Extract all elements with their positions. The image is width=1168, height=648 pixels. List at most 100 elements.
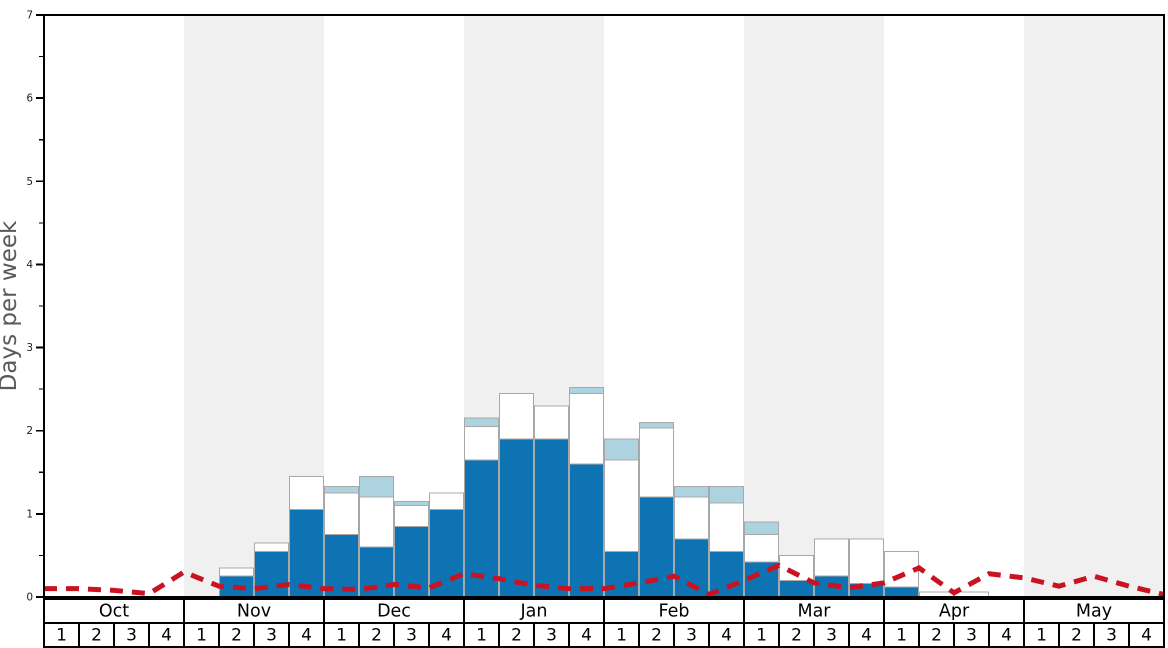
week-cell	[218, 622, 255, 648]
month-cell	[463, 598, 605, 624]
y-tick-label: 5	[26, 176, 33, 188]
month-band	[1024, 15, 1164, 597]
month-label: May	[1076, 602, 1112, 622]
week-number-label: 4	[581, 626, 592, 646]
bar-segment-dark-blue-days	[674, 538, 709, 598]
week-cell	[953, 622, 990, 648]
week-number-label: 3	[406, 626, 417, 646]
week-number-label: 3	[826, 626, 837, 646]
y-axis-title: Days per week	[0, 220, 22, 391]
week-number-label: 2	[791, 626, 802, 646]
week-number-label: 2	[931, 626, 942, 646]
bar-segment-white-days	[744, 534, 779, 563]
week-number-label: 1	[476, 626, 487, 646]
bar-segment-white-days	[219, 567, 254, 577]
bar-segment-white-days	[289, 475, 324, 511]
week-cell	[813, 622, 850, 648]
week-cell	[498, 622, 535, 648]
week-number-label: 1	[336, 626, 347, 646]
week-number-label: 3	[266, 626, 277, 646]
week-cell	[568, 622, 605, 648]
week-number-label: 4	[721, 626, 732, 646]
week-number-label: 4	[441, 626, 452, 646]
week-number-label: 4	[301, 626, 312, 646]
month-band	[744, 15, 884, 597]
bar-segment-light-blue-days	[604, 438, 639, 461]
bar-segment-dark-blue-days	[289, 509, 324, 598]
bar-segment-white-days	[639, 427, 674, 498]
bar-segment-light-blue-days	[394, 500, 429, 507]
month-cell	[1023, 598, 1165, 624]
week-cell	[358, 622, 395, 648]
week-cell	[323, 622, 360, 648]
week-cell	[1023, 622, 1060, 648]
week-cell	[638, 622, 675, 648]
bar-segment-white-days	[254, 542, 289, 552]
month-label: Nov	[237, 602, 271, 622]
week-number-label: 1	[1036, 626, 1047, 646]
bar-segment-light-blue-days	[744, 521, 779, 536]
bar-segment-white-days	[394, 505, 429, 527]
bar-segment-dark-blue-days	[884, 586, 919, 598]
month-cell	[603, 598, 745, 624]
bar-segment-light-blue-days	[464, 417, 499, 428]
y-tick-label: 0	[26, 592, 33, 604]
week-cell	[918, 622, 955, 648]
y-tick-label: 1	[26, 508, 33, 520]
bar-segment-light-blue-days	[569, 386, 604, 394]
bar-segment-white-days	[569, 392, 604, 465]
y-tick-label: 2	[26, 425, 33, 437]
bar-segment-white-days	[709, 502, 744, 552]
week-cell	[883, 622, 920, 648]
bar-segment-light-blue-days	[674, 485, 709, 498]
month-label: Oct	[99, 602, 129, 622]
bar-segment-white-days	[464, 426, 499, 461]
week-number-label: 4	[161, 626, 172, 646]
bar-segment-dark-blue-days	[499, 438, 534, 598]
average-line	[44, 562, 1165, 598]
week-cell	[988, 622, 1025, 648]
week-number-label: 2	[511, 626, 522, 646]
bar-segment-light-blue-days	[639, 421, 674, 429]
week-number-label: 3	[1106, 626, 1117, 646]
week-cell	[78, 622, 115, 648]
bar-segment-white-days	[674, 496, 709, 540]
y-tick-label: 6	[26, 93, 33, 105]
month-label: Mar	[797, 602, 831, 622]
bar-segment-dark-blue-days	[569, 463, 604, 598]
bar-segment-white-days	[814, 538, 849, 577]
bar-segment-light-blue-days	[324, 485, 359, 494]
bar-segment-light-blue-days	[709, 485, 744, 504]
week-cell	[533, 622, 570, 648]
week-cell	[1128, 622, 1165, 648]
bar-segment-white-days	[849, 538, 884, 585]
bar-segment-white-days	[324, 492, 359, 536]
week-cell	[113, 622, 150, 648]
bar-segment-white-days	[499, 392, 534, 440]
week-number-label: 2	[651, 626, 662, 646]
month-label: Dec	[377, 602, 411, 622]
week-number-label: 4	[1001, 626, 1012, 646]
y-tick-label: 4	[26, 259, 33, 271]
month-cell	[183, 598, 325, 624]
week-number-label: 3	[966, 626, 977, 646]
bar-segment-white-days	[534, 405, 569, 440]
week-number-label: 1	[196, 626, 207, 646]
week-number-label: 4	[1141, 626, 1152, 646]
week-number-label: 4	[861, 626, 872, 646]
y-tick-label: 3	[26, 342, 33, 354]
bar-segment-light-blue-days	[359, 475, 394, 498]
week-number-label: 2	[91, 626, 102, 646]
week-cell	[1093, 622, 1130, 648]
bar-segment-white-days	[359, 496, 394, 548]
week-cell	[778, 622, 815, 648]
week-number-label: 2	[231, 626, 242, 646]
month-label: Jan	[520, 602, 548, 622]
bar-segment-white-days	[429, 492, 464, 511]
week-number-label: 2	[371, 626, 382, 646]
week-cell	[43, 622, 80, 648]
week-number-label: 1	[56, 626, 67, 646]
month-label: Feb	[659, 602, 690, 622]
